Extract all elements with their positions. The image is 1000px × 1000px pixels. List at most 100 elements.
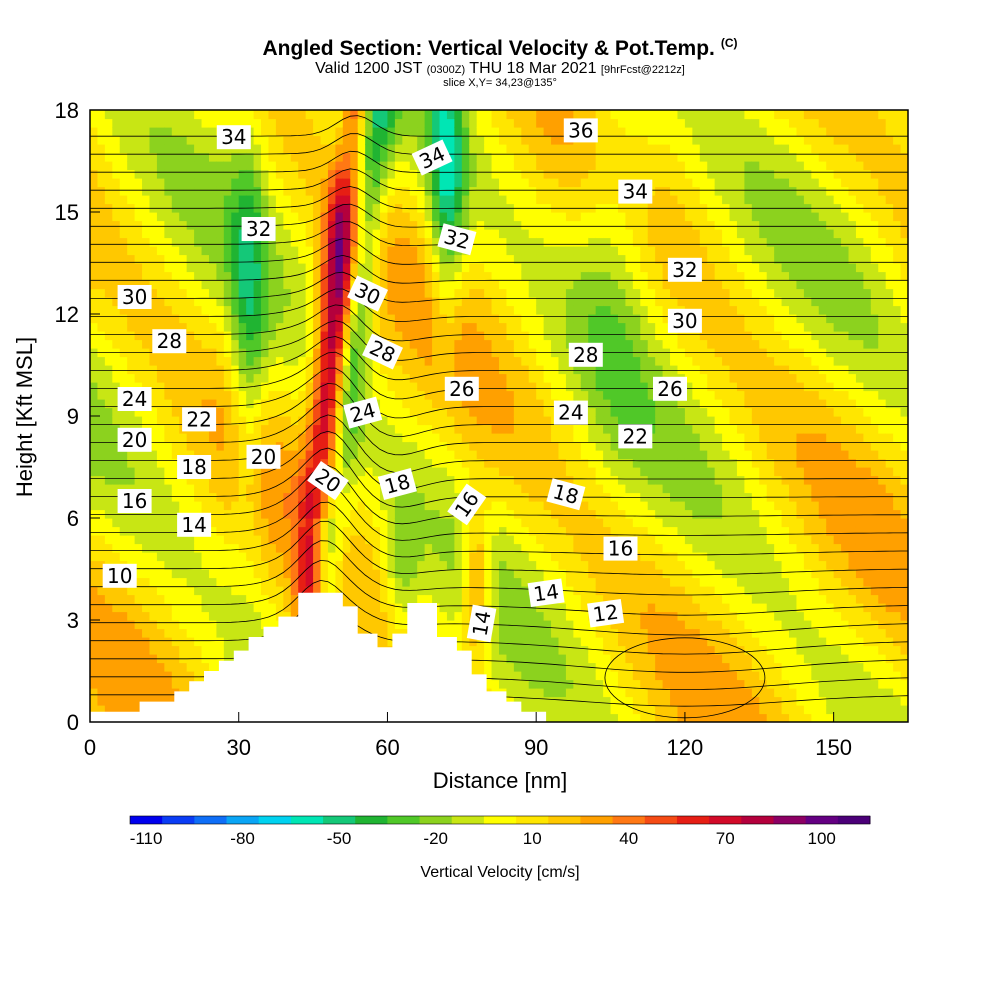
field-cell — [469, 331, 478, 341]
field-cell — [342, 229, 351, 239]
field-cell — [246, 501, 255, 511]
field-cell — [454, 110, 463, 120]
field-cell — [513, 458, 522, 468]
field-cell — [528, 696, 537, 706]
field-cell — [290, 535, 299, 545]
field-cell — [253, 484, 262, 494]
field-cell — [372, 450, 381, 460]
field-cell — [179, 237, 188, 247]
field-cell — [461, 569, 470, 579]
field-cell — [223, 339, 232, 349]
field-cell — [156, 620, 165, 630]
field-cell — [90, 526, 99, 536]
field-cell — [112, 305, 121, 315]
field-cell — [201, 577, 210, 587]
field-cell — [97, 263, 106, 273]
field-cell — [305, 518, 314, 528]
field-cell — [119, 178, 128, 188]
field-cell — [112, 688, 121, 698]
field-cell — [194, 220, 203, 230]
field-cell — [164, 450, 173, 460]
field-cell — [394, 237, 403, 247]
field-cell — [476, 645, 485, 655]
field-cell — [461, 611, 470, 621]
field-cell — [194, 492, 203, 502]
field-cell — [461, 135, 470, 145]
field-cell — [112, 586, 121, 596]
field-cell — [320, 399, 329, 409]
field-cell — [439, 416, 448, 426]
field-cell — [402, 390, 411, 400]
field-cell — [186, 552, 195, 562]
field-cell — [476, 467, 485, 477]
field-cell — [104, 186, 113, 196]
field-cell — [194, 645, 203, 655]
field-cell — [186, 220, 195, 230]
field-cell — [164, 696, 173, 706]
field-cell — [521, 654, 530, 664]
field-cell — [335, 441, 344, 451]
field-cell — [320, 526, 329, 536]
field-cell — [491, 280, 500, 290]
field-cell — [491, 577, 500, 587]
field-cell — [253, 577, 262, 587]
field-cell — [216, 484, 225, 494]
field-cell — [335, 254, 344, 264]
field-cell — [342, 178, 351, 188]
field-cell — [313, 458, 322, 468]
field-cell — [305, 569, 314, 579]
field-cell — [513, 305, 522, 315]
field-cell — [372, 280, 381, 290]
field-cell — [551, 467, 560, 477]
field-cell — [424, 314, 433, 324]
field-cell — [551, 569, 560, 579]
field-cell — [551, 169, 560, 179]
field-cell — [357, 611, 366, 621]
field-cell — [223, 246, 232, 256]
field-cell — [104, 280, 113, 290]
field-cell — [208, 229, 218, 239]
field-cell — [320, 407, 329, 417]
field-cell — [380, 518, 389, 528]
field-cell — [298, 586, 307, 596]
field-cell — [409, 305, 418, 315]
field-cell — [536, 416, 545, 426]
field-cell — [446, 297, 455, 307]
field-cell — [283, 169, 292, 179]
field-cell — [476, 441, 485, 451]
field-cell — [469, 526, 478, 536]
field-cell — [357, 628, 366, 638]
field-cell — [432, 492, 441, 502]
field-cell — [551, 365, 560, 375]
field-cell — [223, 492, 232, 502]
field-cell — [201, 220, 210, 230]
field-cell — [454, 305, 463, 315]
field-cell — [506, 331, 515, 341]
field-cell — [484, 195, 493, 205]
field-cell — [97, 322, 106, 332]
field-cell — [499, 297, 508, 307]
field-cell — [506, 688, 515, 698]
field-cell — [454, 365, 463, 375]
field-cell — [536, 314, 545, 324]
field-cell — [476, 373, 485, 383]
field-cell — [491, 314, 500, 324]
field-cell — [275, 297, 284, 307]
field-cell — [402, 203, 411, 213]
field-cell — [216, 543, 225, 553]
field-cell — [112, 356, 121, 366]
field-cell — [335, 161, 344, 171]
field-cell — [580, 569, 589, 579]
field-cell — [186, 339, 195, 349]
field-cell — [90, 237, 99, 247]
field-cell — [528, 254, 537, 264]
field-cell — [394, 271, 403, 281]
field-cell — [238, 535, 247, 545]
field-cell — [327, 390, 336, 400]
field-cell — [283, 450, 292, 460]
field-cell — [134, 688, 143, 698]
field-cell — [164, 569, 173, 579]
field-cell — [380, 144, 389, 154]
field-cell — [394, 373, 403, 383]
field-cell — [491, 535, 500, 545]
